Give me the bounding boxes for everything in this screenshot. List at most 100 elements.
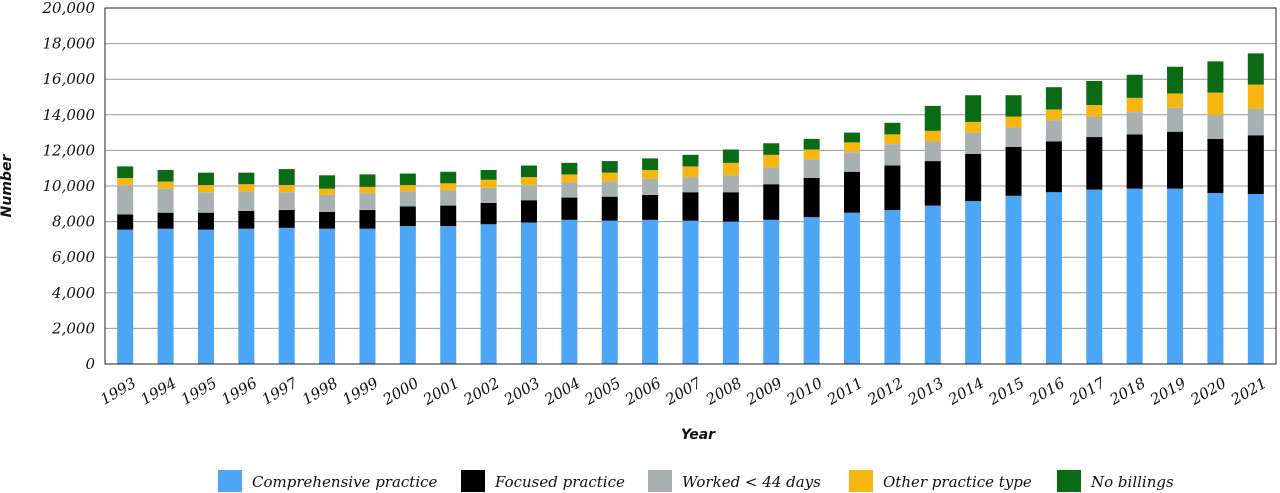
bar-segment-5 (319, 175, 336, 189)
bar-segment-1 (682, 220, 699, 364)
y-tick-label: 0 (85, 355, 95, 373)
x-tick-label: 2000 (379, 374, 422, 409)
bar-segment-4 (157, 181, 174, 189)
bar-segment-1 (197, 229, 214, 364)
bar-segment-1 (642, 219, 659, 364)
bar-segment-3 (844, 152, 861, 172)
bar-segment-3 (238, 191, 255, 211)
bar-segment-5 (1086, 80, 1103, 106)
bar-segment-4 (642, 169, 659, 179)
x-tick-label: 1994 (137, 374, 179, 409)
bar-segment-5 (520, 165, 537, 178)
bar-segment-2 (399, 206, 416, 227)
bar-segment-2 (965, 153, 982, 202)
y-tick-label: 20,000 (42, 0, 96, 17)
x-tick-label: 2004 (540, 374, 583, 409)
bar-segment-3 (1126, 112, 1143, 135)
bar-segment-4 (844, 142, 861, 153)
y-tick-labels: 0 2,000 4,000 6,000 8,000 10,000 12,000 14,000 1… (42, 0, 96, 373)
bar-segment-2 (1247, 135, 1264, 195)
bar-segment-3 (924, 141, 941, 162)
bar-segment-1 (561, 219, 578, 364)
bar-segment-1 (965, 201, 982, 364)
bar-segment-1 (319, 228, 336, 364)
x-tick-label: 2015 (985, 374, 1028, 409)
x-tick-label: 1999 (339, 374, 381, 409)
bar-segment-5 (480, 169, 497, 180)
bar-segment-1 (399, 226, 416, 364)
bar-segment-5 (197, 172, 214, 186)
x-tick-label: 2016 (1025, 374, 1068, 409)
bar-segment-1 (844, 212, 861, 364)
bar-segment-5 (1247, 53, 1264, 85)
bar-segment-3 (520, 185, 537, 201)
bar-segment-4 (197, 185, 214, 193)
bar-segment-5 (561, 162, 578, 175)
x-tick-label: 1995 (178, 374, 220, 409)
bar-segment-5 (763, 143, 780, 155)
bar-segment-5 (1207, 61, 1224, 93)
bar-segment-3 (117, 185, 134, 215)
bar-segment-1 (278, 227, 295, 364)
bar-segment-5 (803, 138, 820, 150)
bar-segment-3 (319, 194, 336, 212)
y-tick-label: 2,000 (51, 319, 95, 337)
bar-segment-4 (924, 130, 941, 142)
bar-segment-3 (157, 188, 174, 213)
bar-segment-2 (682, 192, 699, 221)
bar-segment-5 (1167, 66, 1184, 94)
bar-segment-1 (803, 217, 820, 364)
x-tick-label: 2017 (1065, 374, 1108, 409)
bar-segment-2 (642, 194, 659, 220)
bar-segment-5 (440, 171, 457, 184)
bar-segment-3 (722, 175, 739, 193)
x-tick-label: 2008 (702, 374, 745, 409)
x-tick-label: 2010 (783, 374, 826, 409)
x-tick-label: 2003 (500, 374, 543, 409)
bar-segment-5 (884, 122, 901, 135)
bar-segment-2 (359, 210, 376, 229)
bar-segment-4 (1005, 116, 1022, 128)
bar-segment-4 (1247, 84, 1264, 109)
bar-segment-2 (884, 165, 901, 211)
bar-segment-2 (319, 211, 336, 229)
bar-segment-3 (399, 191, 416, 207)
x-tick-label: 2021 (1227, 374, 1270, 409)
bar-segment-3 (965, 132, 982, 154)
y-tick-label: 16,000 (43, 70, 96, 88)
bar-segment-4 (561, 174, 578, 183)
bar-segment-4 (1167, 93, 1184, 108)
bar-segment-1 (117, 229, 134, 364)
bar-segment-1 (722, 221, 739, 364)
bar-segment-5 (1045, 87, 1062, 110)
bar-segment-2 (763, 184, 780, 220)
x-tick-labels: 1993199419951996199719981999200020012002… (97, 374, 1270, 409)
legend-label: Other practice type (883, 473, 1032, 491)
bar-segment-4 (319, 188, 336, 195)
bar-segment-5 (844, 132, 861, 143)
bar-segment-1 (1126, 188, 1143, 364)
bar-segment-5 (1005, 95, 1022, 117)
bar-segment-2 (440, 205, 457, 227)
bar-segment-3 (480, 187, 497, 203)
bar-segment-5 (1126, 74, 1143, 98)
bar-segment-5 (722, 149, 739, 163)
x-tick-label: 2006 (621, 374, 664, 409)
bar-segment-4 (238, 184, 255, 192)
bar-segment-1 (763, 219, 780, 364)
bar-segment-3 (884, 144, 901, 166)
bar-segment-1 (359, 228, 376, 364)
bar-segment-2 (601, 196, 618, 221)
bar-segment-5 (682, 154, 699, 167)
bar-segment-3 (642, 178, 659, 195)
x-tick-label: 1996 (218, 374, 260, 409)
x-tick-label: 2014 (944, 374, 987, 409)
bar-segment-4 (1126, 97, 1143, 113)
bar-segment-1 (238, 228, 255, 364)
bar-segment-1 (1045, 192, 1062, 364)
bars (117, 53, 1264, 364)
y-tick-label: 4,000 (51, 284, 95, 302)
bar-segment-5 (642, 158, 659, 170)
legend-label: Worked < 44 days (682, 473, 821, 491)
bar-segment-1 (157, 228, 174, 364)
